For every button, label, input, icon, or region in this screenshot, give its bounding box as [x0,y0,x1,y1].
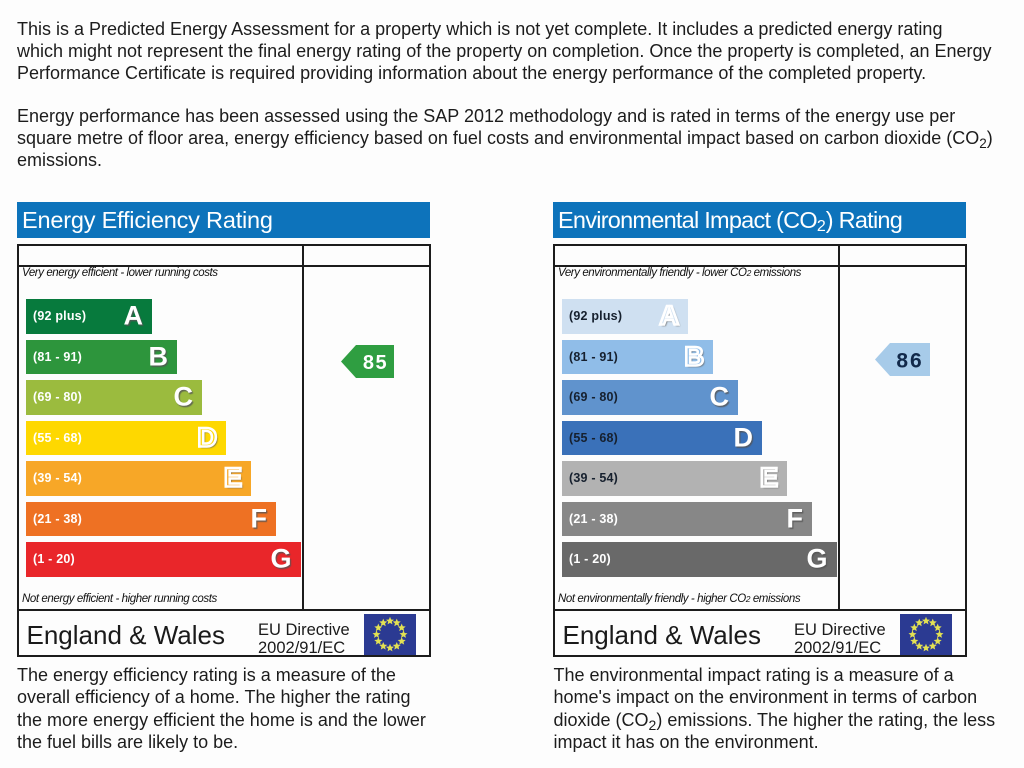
svg-text:85: 85 [363,352,388,374]
svg-text:86: 86 [896,350,923,373]
